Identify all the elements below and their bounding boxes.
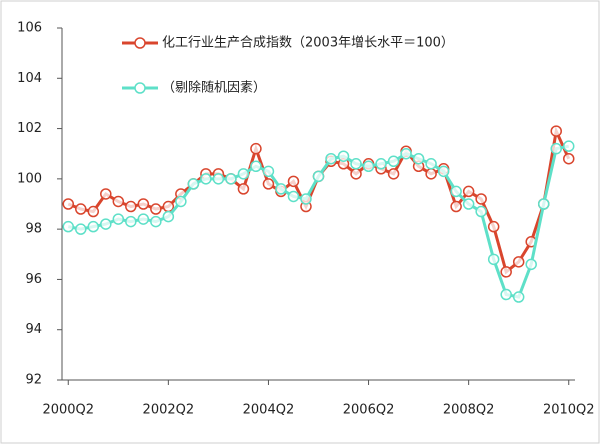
x-tick-label: 2000Q2 bbox=[42, 403, 94, 418]
point bbox=[137, 198, 150, 210]
point bbox=[500, 288, 512, 301]
point bbox=[512, 256, 525, 268]
point bbox=[550, 142, 562, 155]
point bbox=[475, 205, 487, 218]
point bbox=[125, 200, 137, 213]
point bbox=[450, 185, 462, 198]
point bbox=[375, 158, 387, 170]
point bbox=[200, 173, 212, 185]
point bbox=[212, 173, 225, 185]
point bbox=[137, 213, 150, 225]
point bbox=[112, 213, 125, 225]
y-tick-label: 100 bbox=[17, 171, 42, 186]
point bbox=[100, 188, 112, 200]
point bbox=[437, 165, 450, 178]
y-tick-label: 96 bbox=[25, 272, 42, 287]
point bbox=[250, 142, 262, 155]
point bbox=[387, 168, 400, 180]
legend-label: （剔除随机因素） bbox=[162, 81, 266, 96]
point bbox=[275, 183, 287, 195]
point bbox=[250, 160, 262, 173]
y-tick-label: 92 bbox=[25, 373, 42, 388]
point bbox=[512, 291, 525, 303]
point bbox=[287, 175, 300, 188]
point bbox=[462, 185, 475, 198]
point bbox=[525, 258, 537, 271]
point bbox=[362, 160, 375, 173]
point bbox=[550, 125, 562, 137]
point bbox=[562, 152, 575, 165]
point bbox=[112, 195, 125, 208]
x-tick-label: 2006Q2 bbox=[343, 403, 395, 418]
point bbox=[400, 147, 412, 160]
point bbox=[162, 210, 175, 223]
legend-marker bbox=[134, 82, 146, 94]
y-tick-label: 98 bbox=[25, 222, 42, 237]
point bbox=[150, 203, 162, 215]
point bbox=[325, 152, 337, 165]
point bbox=[425, 168, 437, 180]
x-tick-label: 2002Q2 bbox=[143, 403, 195, 418]
point bbox=[350, 158, 362, 170]
legend-marker bbox=[134, 37, 146, 49]
point bbox=[187, 178, 200, 190]
point bbox=[62, 220, 75, 233]
point bbox=[287, 190, 300, 203]
point bbox=[87, 220, 100, 233]
point bbox=[412, 152, 425, 165]
x-tick-label: 2004Q2 bbox=[243, 403, 295, 418]
point bbox=[537, 198, 550, 210]
point bbox=[462, 198, 475, 210]
y-tick-label: 106 bbox=[17, 21, 42, 36]
point bbox=[75, 203, 87, 215]
point bbox=[337, 150, 350, 162]
point bbox=[450, 200, 462, 213]
point bbox=[262, 165, 275, 178]
point bbox=[237, 168, 250, 180]
point bbox=[125, 215, 137, 228]
point bbox=[487, 253, 500, 266]
point bbox=[262, 178, 275, 190]
point bbox=[350, 168, 362, 180]
x-tick-label: 2010Q2 bbox=[543, 403, 595, 418]
point bbox=[475, 193, 487, 205]
point bbox=[62, 198, 75, 210]
point bbox=[150, 215, 162, 228]
point bbox=[500, 266, 512, 278]
point bbox=[425, 158, 437, 170]
point bbox=[87, 205, 100, 218]
y-tick-label: 102 bbox=[17, 121, 42, 136]
point bbox=[300, 193, 312, 205]
point bbox=[312, 170, 325, 183]
point bbox=[487, 220, 500, 233]
point bbox=[100, 218, 112, 230]
y-tick-label: 94 bbox=[25, 322, 42, 337]
point bbox=[387, 155, 400, 168]
y-tick-label: 104 bbox=[17, 71, 42, 86]
point bbox=[75, 223, 87, 235]
point bbox=[562, 140, 575, 152]
point bbox=[237, 183, 250, 195]
x-tick-label: 2008Q2 bbox=[443, 403, 495, 418]
legend-label: 化工行业生产合成指数（2003年增长水平＝100） bbox=[162, 36, 454, 51]
point bbox=[175, 195, 187, 208]
point bbox=[225, 173, 237, 185]
